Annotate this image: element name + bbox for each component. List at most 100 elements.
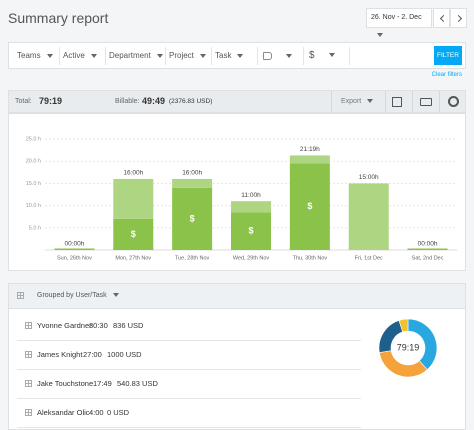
- chevron: [439, 14, 448, 23]
- page-title: Summary report: [8, 10, 109, 26]
- filter-bar: Teams Active Department Project Task $ F…: [8, 42, 466, 69]
- row-name: Yvonne Gardner: [37, 321, 92, 330]
- bar-segment: [172, 178, 213, 188]
- row-name: James Knight: [37, 350, 83, 359]
- billable-label: Billable:: [115, 98, 140, 105]
- tag-filter[interactable]: [263, 43, 292, 69]
- expand: [25, 380, 32, 387]
- print-icon[interactable]: [420, 98, 432, 106]
- separator: [257, 47, 258, 65]
- caret: [46, 53, 53, 58]
- export-label: Export: [341, 98, 362, 105]
- filter-label: Task: [215, 51, 232, 60]
- bar-segment: [113, 218, 154, 250]
- chevron: [454, 14, 463, 23]
- caret: [90, 53, 97, 58]
- x-tick-label: Sat, 2nd Dec: [412, 255, 444, 261]
- separator: [211, 47, 212, 65]
- group-row[interactable]: Jake Touchstone 17:49 540.83 USD: [17, 370, 361, 399]
- total-label: Total:: [15, 98, 32, 105]
- filter-button[interactable]: FILTER: [434, 46, 462, 65]
- row-time: 4:00: [89, 408, 104, 417]
- group-row[interactable]: Yvonne Gardner 30:30 836 USD: [17, 312, 361, 341]
- summary-bar: Total: 79:19 Billable: 49:49 (2376.83 US…: [8, 90, 466, 113]
- billable-amount: (2376.83 USD): [169, 98, 213, 105]
- tag-icon: [263, 51, 272, 60]
- x-tick-label: Sun, 26th Nov: [57, 255, 92, 261]
- row-time: 30:30: [89, 321, 108, 330]
- row-amount: 1000 USD: [107, 350, 142, 359]
- bar-segment: [289, 163, 330, 250]
- expand-all[interactable]: [17, 292, 24, 299]
- caret: [199, 53, 206, 58]
- filter[interactable]: Department: [109, 43, 163, 69]
- caret: [377, 33, 383, 38]
- filter[interactable]: Active: [63, 43, 97, 69]
- group-row[interactable]: James Knight 27:00 1000 USD: [17, 341, 361, 370]
- date-range[interactable]: 26. Nov - 2. Dec: [366, 8, 432, 38]
- expand: [25, 322, 32, 329]
- date-range-text: 26. Nov - 2. Dec: [371, 14, 422, 21]
- separator: [439, 91, 440, 112]
- export[interactable]: Export: [341, 91, 374, 112]
- bar-segment: [113, 178, 154, 219]
- expand: [25, 351, 32, 358]
- x-tick-label: Fri, 1st Dec: [355, 255, 383, 261]
- filter[interactable]: $: [309, 43, 335, 69]
- separator: [303, 47, 304, 65]
- row-name: Aleksandar Olic: [37, 408, 90, 417]
- filter[interactable]: Task: [215, 43, 244, 69]
- bar-segment: [172, 187, 213, 250]
- filter-label: Teams: [17, 51, 41, 60]
- filter[interactable]: Project: [169, 43, 206, 69]
- total-value: 79:19: [39, 96, 63, 106]
- total-label: 16:00h: [182, 170, 202, 177]
- x-tick-label: Wed, 29th Nov: [233, 255, 270, 261]
- filter-label: $: [309, 50, 315, 61]
- bar-chart: 5.0 h 10.0 h 15.0 h 20.0 h 25.0 h 00:00h Sun, …: [8, 113, 466, 271]
- save-icon[interactable]: [392, 97, 402, 107]
- billable-value: 49:49: [142, 96, 166, 106]
- separator: [105, 47, 106, 65]
- separator: [165, 47, 166, 65]
- donut-slice: [398, 318, 409, 333]
- x-tick-label: Mon, 27th Nov: [115, 255, 151, 261]
- clear-filters[interactable]: Clear filters: [431, 72, 462, 78]
- filter[interactable]: Teams: [17, 43, 53, 69]
- filter-label: Active: [63, 51, 85, 60]
- bar-segment: [289, 155, 330, 164]
- baseline-stub: [407, 248, 448, 250]
- filter-label: Project: [169, 51, 194, 60]
- donut-slice: [379, 350, 428, 378]
- total-label: 00:00h: [64, 241, 84, 248]
- billable-icon: $: [248, 226, 253, 236]
- baseline-stub: [54, 248, 95, 250]
- bar-segment: [231, 201, 271, 213]
- filter-label: Department: [109, 51, 151, 60]
- caret: [286, 53, 292, 58]
- row-time: 27:00: [83, 350, 102, 359]
- row-amount: 0 USD: [107, 408, 130, 417]
- caret: [112, 293, 119, 298]
- total-label: 00:00h: [418, 241, 438, 248]
- y-tick-label: 10.0 h: [26, 203, 41, 209]
- caret: [328, 53, 335, 58]
- prev-button[interactable]: [433, 8, 450, 28]
- x-tick-label: Tue, 28th Nov: [175, 255, 210, 261]
- billable-icon: $: [307, 201, 312, 211]
- group-row[interactable]: Aleksandar Olic 4:00 0 USD: [17, 399, 361, 428]
- settings-icon[interactable]: [448, 96, 459, 107]
- caret: [367, 99, 374, 104]
- caret: [237, 53, 244, 58]
- row-amount: 836 USD: [113, 321, 144, 330]
- billable-icon: $: [190, 213, 195, 223]
- row-name: Jake Touchstone: [37, 379, 94, 388]
- separator: [59, 47, 60, 65]
- separator: [412, 91, 413, 112]
- groups-header: Grouped by User/Task: [9, 284, 465, 309]
- next-button[interactable]: [450, 8, 467, 28]
- bar-segment: [348, 183, 389, 250]
- total-label: 16:00h: [123, 170, 143, 177]
- group-by[interactable]: Grouped by User/Task: [37, 284, 119, 308]
